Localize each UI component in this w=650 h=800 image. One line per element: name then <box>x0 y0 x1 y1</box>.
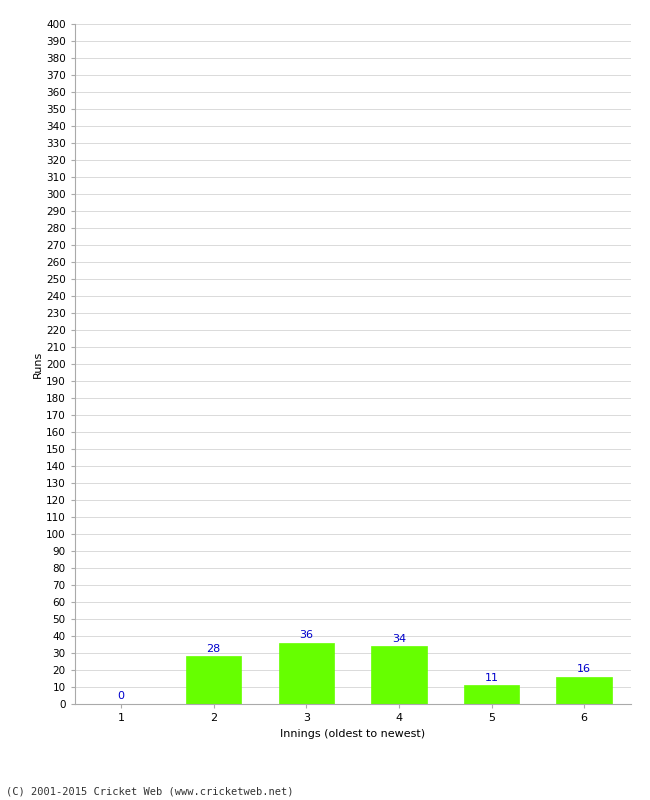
Bar <box>371 646 427 704</box>
Text: 0: 0 <box>118 691 125 702</box>
Text: 34: 34 <box>392 634 406 644</box>
Text: 28: 28 <box>207 644 221 654</box>
Bar <box>556 677 612 704</box>
Text: 36: 36 <box>299 630 313 640</box>
Text: 11: 11 <box>484 673 499 682</box>
Text: (C) 2001-2015 Cricket Web (www.cricketweb.net): (C) 2001-2015 Cricket Web (www.cricketwe… <box>6 786 294 796</box>
Y-axis label: Runs: Runs <box>33 350 43 378</box>
Bar <box>278 643 334 704</box>
Bar <box>464 686 519 704</box>
Bar <box>186 656 242 704</box>
Text: 16: 16 <box>577 664 592 674</box>
X-axis label: Innings (oldest to newest): Innings (oldest to newest) <box>280 729 425 738</box>
